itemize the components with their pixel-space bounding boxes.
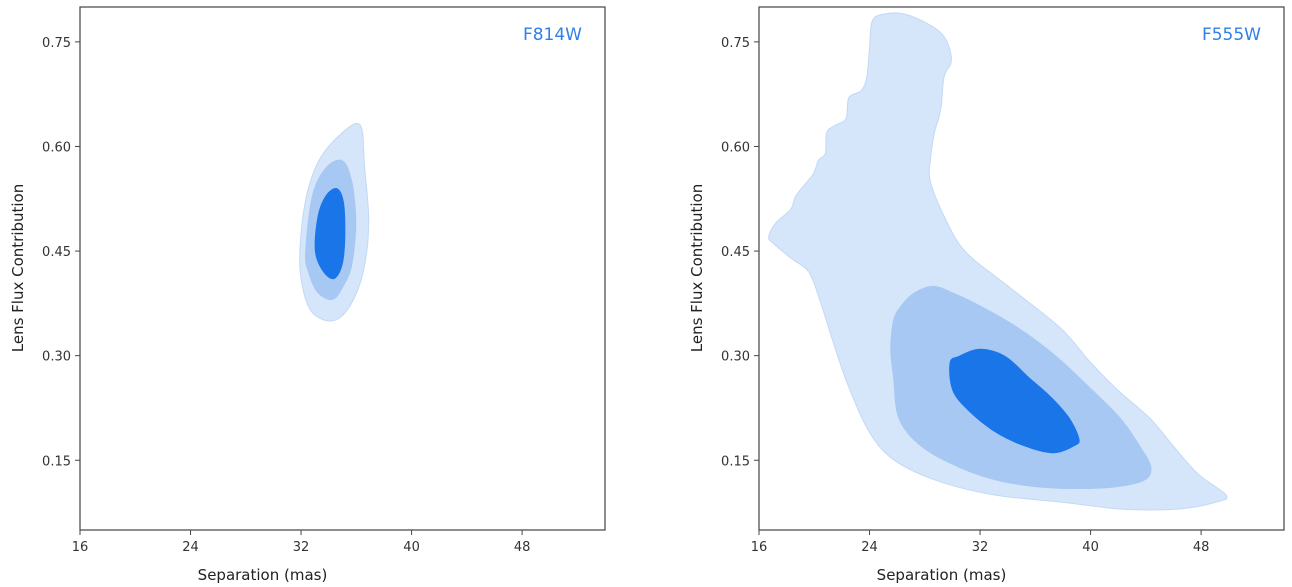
y-tick-label: 0.75 xyxy=(721,36,750,51)
y-tick-label: 0.75 xyxy=(42,36,71,51)
contour-inner xyxy=(949,348,1080,454)
contour-outer xyxy=(768,12,1228,511)
x-axis-label: Separation (mas) xyxy=(877,566,1007,584)
x-axis-label: Separation (mas) xyxy=(198,566,328,584)
x-tick-label: 24 xyxy=(182,540,199,555)
x-tick-label: 32 xyxy=(293,540,310,555)
y-tick-label: 0.15 xyxy=(42,454,71,469)
y-tick-label: 0.45 xyxy=(42,245,71,260)
panel-filter-label: F814W xyxy=(523,25,582,45)
y-tick-label: 0.15 xyxy=(721,454,750,469)
x-tick-label: 16 xyxy=(751,540,768,555)
axes-frame xyxy=(79,6,606,531)
x-tick-label: 48 xyxy=(1193,540,1210,555)
y-tick-label: 0.60 xyxy=(42,140,71,155)
x-tick-label: 40 xyxy=(1082,540,1099,555)
y-axis-label: Lens Flux Contribution xyxy=(9,184,27,353)
contour-inner xyxy=(314,188,346,280)
panel-f555w: 16 24 32 40 48 0.15 0.30 0.45 0.60 0.75 Separation… xyxy=(688,6,1285,584)
y-tick-label: 0.30 xyxy=(721,350,750,365)
x-tick-label: 32 xyxy=(972,540,989,555)
axes-frame xyxy=(758,6,1285,531)
panel-f814w: 16 24 32 40 48 0.15 0.30 0.45 0.60 0.75 Separation… xyxy=(9,6,606,584)
y-tick-label: 0.60 xyxy=(721,140,750,155)
x-tick-label: 48 xyxy=(514,540,531,555)
x-tick-label: 24 xyxy=(861,540,878,555)
y-tick-label: 0.30 xyxy=(42,350,71,365)
x-tick-label: 16 xyxy=(72,540,89,555)
y-tick-label: 0.45 xyxy=(721,245,750,260)
x-tick-label: 40 xyxy=(403,540,420,555)
y-axis-label: Lens Flux Contribution xyxy=(688,184,706,353)
panel-filter-label: F555W xyxy=(1202,25,1261,45)
